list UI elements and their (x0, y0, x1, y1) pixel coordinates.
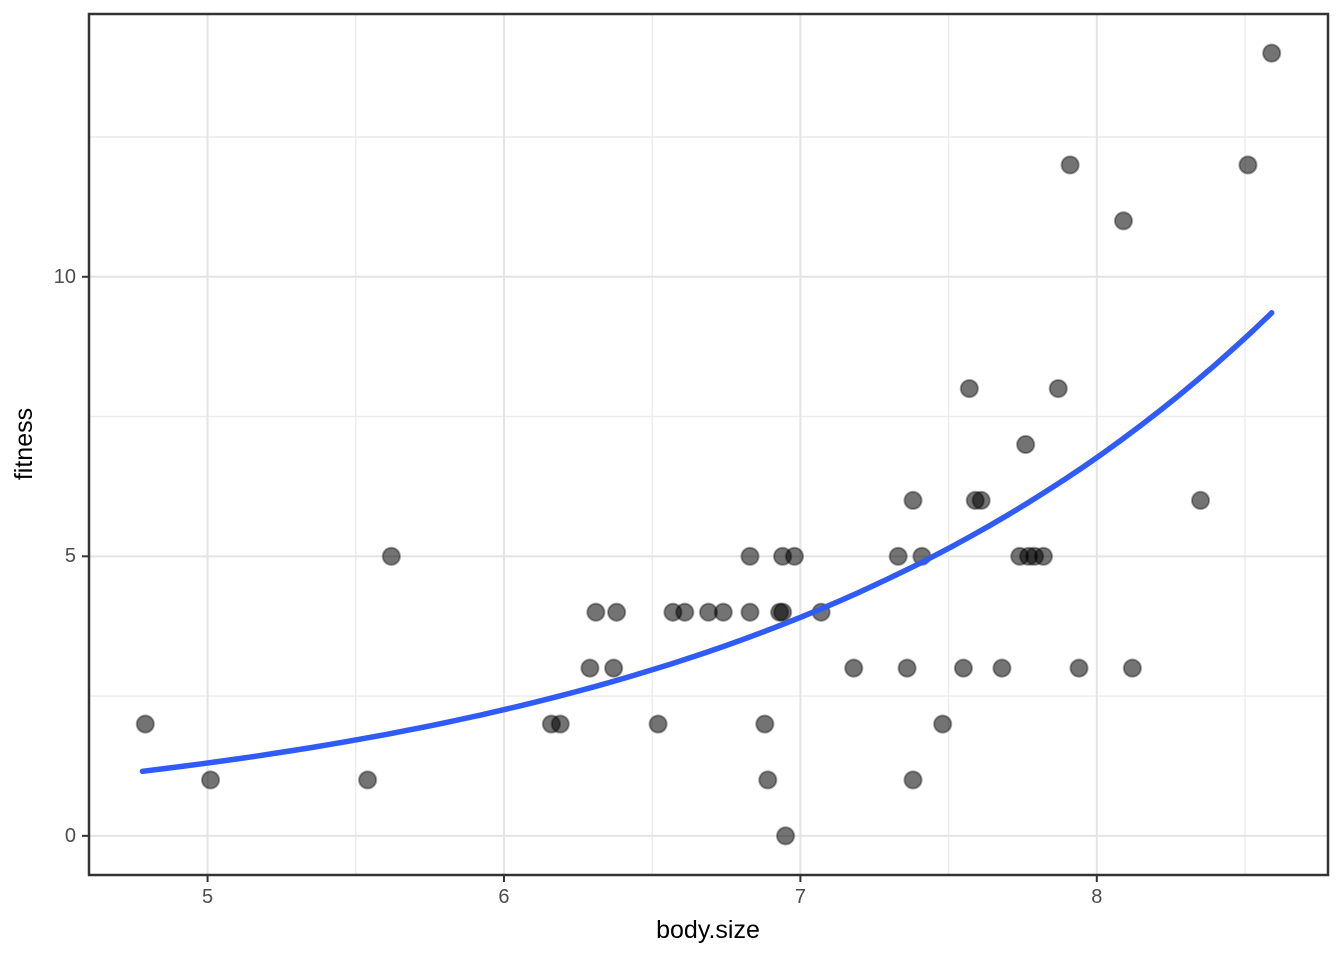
data-point (1060, 155, 1080, 175)
data-point (580, 658, 600, 678)
y-axis-title: fitness (10, 407, 38, 481)
data-point (675, 602, 695, 622)
data-point (784, 546, 805, 566)
y-tick-label: 0 (64, 824, 76, 847)
major-gridlines (89, 14, 1328, 875)
data-point (550, 714, 570, 734)
data-point (1016, 434, 1036, 455)
data-point (1048, 378, 1068, 399)
data-point (1113, 211, 1134, 231)
data-point (604, 658, 624, 678)
data-point (903, 770, 923, 790)
data-point (381, 546, 401, 566)
data-point (1069, 658, 1089, 678)
data-point (713, 602, 733, 622)
y-tick-label: 5 (64, 545, 76, 568)
data-point (959, 378, 979, 399)
data-point (903, 490, 923, 511)
panel-border (87, 12, 1330, 877)
data-point (992, 658, 1012, 678)
data-point (933, 714, 953, 734)
panel-background (89, 14, 1328, 875)
data-point (740, 546, 760, 566)
data-point (773, 602, 793, 622)
data-point (200, 770, 221, 790)
data-point (775, 826, 796, 846)
data-points-layer (135, 43, 1282, 846)
x-tick-label: 5 (202, 886, 214, 908)
data-point (1238, 155, 1258, 175)
data-point (755, 714, 775, 734)
x-axis-title: body.size (656, 916, 760, 944)
data-point (586, 602, 606, 622)
x-tick-label: 6 (498, 886, 510, 908)
y-tick-label: 10 (53, 265, 76, 288)
data-point (1122, 658, 1142, 678)
data-point (897, 658, 917, 678)
data-point (971, 490, 991, 511)
data-point (953, 658, 974, 678)
data-point (1190, 490, 1211, 511)
x-tick-label: 8 (1091, 886, 1103, 908)
smooth-fit-curve (139, 310, 1275, 775)
data-point (648, 714, 668, 734)
data-point (888, 546, 908, 566)
data-point (758, 770, 778, 790)
data-point (135, 714, 155, 734)
data-point (1262, 43, 1282, 63)
data-point (607, 602, 627, 622)
data-point (358, 770, 378, 790)
x-tick-label: 7 (794, 886, 806, 908)
data-point (740, 602, 760, 622)
axis-tick-marks (82, 275, 1098, 882)
data-point (1033, 546, 1054, 566)
data-point (844, 658, 864, 678)
